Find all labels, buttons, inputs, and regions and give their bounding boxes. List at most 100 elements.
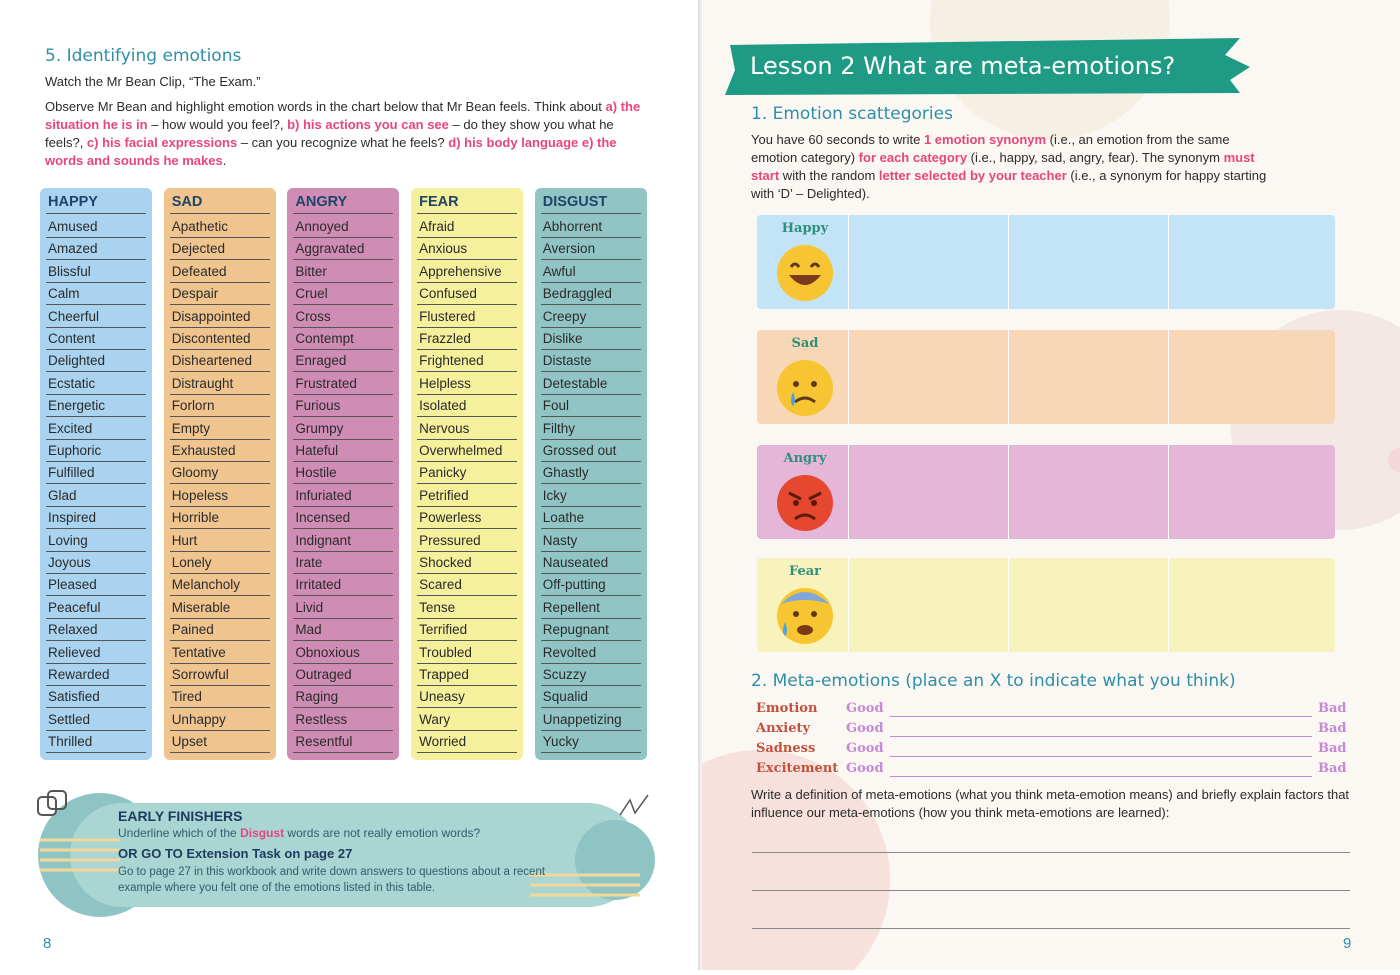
category-band xyxy=(757,558,1335,652)
text-run: – can you recognize what he feels? xyxy=(237,135,449,150)
emoji xyxy=(777,245,833,301)
emotion-word: Worried xyxy=(417,731,518,754)
category-band xyxy=(757,330,1335,424)
emotion-word: Amused xyxy=(46,216,146,238)
text-run: with the random xyxy=(779,168,879,183)
column-heading: HAPPY xyxy=(48,194,98,210)
lesson-title: Lesson 2 What are meta-emotions? xyxy=(750,52,1176,80)
emotion-word: Obnoxious xyxy=(293,642,394,664)
category-label: Sad xyxy=(791,336,819,351)
scale-good: Good xyxy=(846,701,884,716)
text-run: Underline which of the xyxy=(118,826,241,840)
answer-line xyxy=(752,928,1350,929)
cell-divider xyxy=(1008,558,1009,652)
text-run: for each category xyxy=(858,150,968,165)
emotion-word: Sorrowful xyxy=(169,664,270,686)
emotion-word: Tense xyxy=(417,597,518,619)
column-bg xyxy=(534,188,647,760)
scale-good: Good xyxy=(846,741,884,756)
emotion-word: Hopeless xyxy=(169,485,270,507)
emotion-word: Cheerful xyxy=(46,306,146,328)
scale-line xyxy=(890,736,1312,737)
emotion-word: Contempt xyxy=(293,328,394,350)
emotion-word: Troubled xyxy=(417,642,518,664)
early-finishers-task: Underline which of the Disgust words are… xyxy=(118,826,480,840)
emoji xyxy=(777,588,833,644)
column-heading: FEAR xyxy=(419,194,459,210)
emotion-word: Hostile xyxy=(293,462,394,485)
emoji-face xyxy=(775,586,835,651)
emoji-face xyxy=(775,473,835,538)
emotion-word: Nauseated xyxy=(540,552,641,574)
text-run: 1 emotion synonym xyxy=(923,132,1047,147)
emotion-word: Awful xyxy=(540,261,641,283)
emotion-word: Irritated xyxy=(293,574,394,597)
emotion-word: Cross xyxy=(293,306,394,328)
emotion-word: Rewarded xyxy=(46,664,146,686)
emotion-word: Flustered xyxy=(417,306,518,328)
cell-divider xyxy=(848,330,849,424)
emotion-word: Panicky xyxy=(417,462,518,485)
emotion-word: Forlorn xyxy=(169,395,270,418)
emotion-word: Aggravated xyxy=(293,238,394,261)
emotion-word: Afraid xyxy=(417,216,518,238)
emotion-word: Defeated xyxy=(169,261,270,283)
emotion-word: Powerless xyxy=(417,507,518,530)
column-bg xyxy=(411,188,524,760)
scale-emotion: Excitement xyxy=(756,761,839,776)
emotion-word: Unappetizing xyxy=(540,709,641,731)
emoji-face xyxy=(775,243,835,308)
early-finishers-bg xyxy=(37,790,655,917)
emotion-word: Grossed out xyxy=(540,440,641,462)
emotion-word: Pressured xyxy=(417,530,518,552)
emotion-word: Helpless xyxy=(417,373,518,395)
emotion-word: Glad xyxy=(46,485,146,507)
emotion-word: Calm xyxy=(46,283,146,306)
emotion-word: Discontented xyxy=(169,328,270,350)
definition-prompt: Write a definition of meta-emotions (wha… xyxy=(751,787,1350,820)
emotion-word: Furious xyxy=(293,395,394,418)
scale-bad: Bad xyxy=(1318,761,1347,776)
section1-text: You have 60 seconds to write 1 emotion s… xyxy=(751,131,1271,203)
emotion-word: Aversion xyxy=(540,238,641,261)
text-run: Disgust xyxy=(240,826,285,840)
emotion-word: Euphoric xyxy=(46,440,146,462)
column-bg xyxy=(287,188,400,760)
emotion-word: Enraged xyxy=(293,350,394,373)
emotion-word: Tired xyxy=(169,686,270,709)
emotion-word: Restless xyxy=(293,709,394,731)
cell-divider xyxy=(1168,558,1169,652)
text-run: – how would you feel?, xyxy=(147,117,288,132)
emotion-word: Trapped xyxy=(417,664,518,686)
heading-rule xyxy=(46,213,146,214)
emotion-word: Dejected xyxy=(169,238,270,261)
emotion-word: Loving xyxy=(46,530,146,552)
cell-divider xyxy=(848,215,849,309)
emotion-word: Bedraggled xyxy=(540,283,641,306)
column-heading: DISGUST xyxy=(542,194,608,210)
emotion-word: Abhorrent xyxy=(540,216,641,238)
emotion-word: Exhausted xyxy=(169,440,270,462)
category-label: Fear xyxy=(788,564,822,579)
emotion-word: Nervous xyxy=(417,418,518,440)
emotion-word: Frustrated xyxy=(293,373,394,395)
cell-divider xyxy=(1168,330,1169,424)
text-run: . xyxy=(222,153,227,168)
scale-bad: Bad xyxy=(1318,741,1347,756)
emotion-word: Fulfilled xyxy=(46,462,146,485)
emotion-word: Isolated xyxy=(417,395,518,418)
emotion-word: Livid xyxy=(293,597,394,619)
cell-divider xyxy=(1008,215,1009,309)
emotion-word: Indignant xyxy=(293,530,394,552)
category-label: Angry xyxy=(783,451,827,466)
emotion-word: Detestable xyxy=(540,373,641,395)
emotion-word: Repugnant xyxy=(540,619,641,642)
text-run: d) his body language e) the words and so… xyxy=(45,135,617,168)
emotion-word: Off-putting xyxy=(540,574,641,597)
emotion-word: Energetic xyxy=(46,395,146,418)
page-gutter xyxy=(698,0,702,970)
emotion-word: Revolted xyxy=(540,642,641,664)
heading-rule xyxy=(293,213,394,214)
text-run: (i.e., happy, sad, angry, fear). The syn… xyxy=(967,150,1224,165)
